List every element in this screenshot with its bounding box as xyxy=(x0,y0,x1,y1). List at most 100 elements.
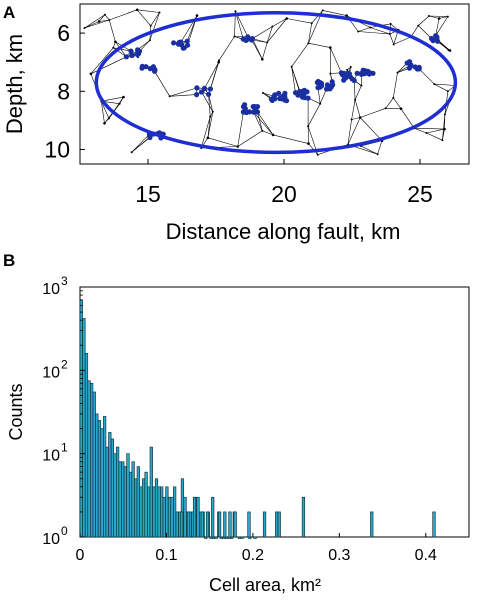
histogram-bar xyxy=(170,496,174,538)
voronoi-edge xyxy=(354,85,362,100)
histogram-bar xyxy=(179,511,184,538)
event-point xyxy=(351,77,357,84)
voronoi-edge xyxy=(434,83,456,86)
voronoi-edge xyxy=(359,117,383,141)
event-point xyxy=(129,52,135,58)
voronoi-edge xyxy=(252,26,273,39)
voronoi-edge xyxy=(322,10,347,16)
y-tick-label: 10 xyxy=(44,136,70,162)
event-point xyxy=(175,41,182,47)
event-point xyxy=(330,82,336,88)
y-tick-label: 10 xyxy=(42,281,60,298)
voronoi-edge xyxy=(418,25,432,39)
event-point xyxy=(171,40,177,46)
voronoi-edge xyxy=(435,16,449,36)
voronoi-edge xyxy=(308,23,312,44)
histogram-bar xyxy=(84,353,89,538)
histogram-bar xyxy=(131,461,135,538)
histogram-bar xyxy=(432,511,436,538)
voronoi-edge xyxy=(442,114,446,141)
voronoi-edge xyxy=(109,9,138,21)
voronoi-edge xyxy=(286,18,312,24)
voronoi-edge xyxy=(237,111,244,147)
histogram-bar xyxy=(228,511,232,538)
histogram-bar xyxy=(90,382,94,538)
panel-a-letter: A xyxy=(3,3,15,22)
voronoi-edge xyxy=(308,42,331,48)
histogram-bar xyxy=(134,478,138,538)
panel-a-ticks: 15 20 25 6 8 10 xyxy=(44,20,432,207)
histogram-bar xyxy=(173,486,177,538)
voronoi-edge xyxy=(204,62,219,89)
histogram-bars xyxy=(79,299,436,539)
histogram-bar xyxy=(149,446,153,538)
x-tick-label: 20 xyxy=(271,181,297,207)
voronoi-edge xyxy=(237,130,263,147)
event-point xyxy=(301,87,307,93)
voronoi-edge xyxy=(137,39,151,51)
histogram-bar xyxy=(154,478,159,538)
voronoi-edge xyxy=(400,108,415,129)
event-point xyxy=(282,95,288,101)
histogram-bar xyxy=(157,486,161,538)
voronoi-edge xyxy=(347,119,352,145)
event-point xyxy=(207,86,213,92)
voronoi-edge xyxy=(360,108,386,118)
event-point xyxy=(406,65,412,71)
event-point xyxy=(251,109,257,115)
histogram-bar xyxy=(97,420,102,538)
voronoi-edge xyxy=(393,36,412,45)
histogram-bar xyxy=(370,511,374,538)
event-point xyxy=(243,109,249,116)
event-point xyxy=(243,37,249,44)
voronoi-edge xyxy=(393,72,398,98)
voronoi-edge xyxy=(358,27,371,32)
voronoi-edge xyxy=(252,38,263,60)
voronoi-edge xyxy=(353,80,356,100)
voronoi-edge xyxy=(360,145,378,155)
voronoi-edge xyxy=(113,47,132,52)
histogram-bar xyxy=(79,299,83,538)
y-tick-exponent: 2 xyxy=(61,357,68,371)
histogram-bar xyxy=(183,496,187,538)
x-tick-label: 25 xyxy=(407,181,433,207)
y-tick-label: 10 xyxy=(42,448,60,465)
voronoi-edge xyxy=(358,31,390,35)
histogram-bar xyxy=(186,511,191,538)
event-point xyxy=(292,90,299,96)
voronoi-edge xyxy=(104,14,110,21)
voronoi-edge xyxy=(266,18,287,43)
event-point xyxy=(194,85,200,91)
voronoi-edge xyxy=(347,66,351,71)
event-point xyxy=(242,102,248,108)
histogram-bar xyxy=(126,453,130,538)
event-cluster xyxy=(338,70,360,84)
event-point xyxy=(416,64,422,70)
event-point xyxy=(180,45,186,51)
histogram-bar xyxy=(82,318,86,538)
voronoi-edge xyxy=(257,111,274,136)
x-tick-label: 0.1 xyxy=(155,547,177,564)
voronoi-edge xyxy=(291,66,296,93)
histogram-bar xyxy=(262,511,267,538)
voronoi-edge xyxy=(90,47,114,74)
histogram-bar xyxy=(144,471,148,538)
histogram-bar xyxy=(105,446,109,538)
x-tick-label: 0 xyxy=(76,547,85,564)
histogram-bar xyxy=(162,496,166,538)
event-point xyxy=(323,86,330,92)
histogram-bar xyxy=(204,536,208,539)
histogram-bar xyxy=(167,496,172,538)
histogram-bar xyxy=(200,511,204,538)
voronoi-edge xyxy=(131,133,150,153)
histogram-bar xyxy=(92,391,96,538)
histogram-bar xyxy=(223,511,227,538)
panel-a-voronoi-plot: 15 20 25 6 8 10 xyxy=(44,3,470,207)
histogram-bar xyxy=(123,466,127,538)
voronoi-edge xyxy=(418,15,430,26)
event-point xyxy=(271,93,277,99)
histogram-bar xyxy=(118,461,122,538)
